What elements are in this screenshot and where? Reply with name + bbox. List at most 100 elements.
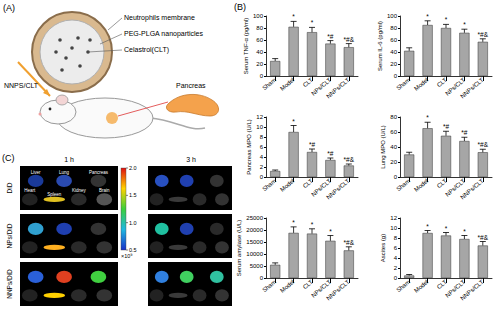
svg-text:Sham: Sham [261, 279, 277, 294]
svg-text:(A): (A) [3, 3, 15, 13]
svg-text:60: 60 [390, 129, 397, 135]
svg-text:0: 0 [260, 174, 264, 180]
svg-text:NNPs/CLT: NNPs/CLT [459, 177, 485, 200]
svg-text:NNPs/CLT: NNPs/CLT [325, 177, 351, 200]
svg-text:10000: 10000 [246, 251, 263, 257]
svg-text:CLT: CLT [302, 278, 314, 290]
svg-text:4: 4 [260, 154, 264, 160]
svg-text:*#&: *#& [344, 156, 355, 163]
svg-text:Sham: Sham [261, 178, 277, 193]
svg-text:*: * [426, 114, 429, 121]
svg-text:*#: *# [309, 141, 316, 148]
svg-text:*: * [463, 228, 466, 235]
svg-text:40: 40 [256, 49, 263, 55]
svg-text:Serum amylase (U/L): Serum amylase (U/L) [236, 220, 242, 277]
svg-text:Model: Model [279, 77, 295, 92]
svg-text:*: * [311, 221, 314, 228]
svg-text:Spleen: Spleen [47, 192, 62, 197]
svg-text:NNPS/CLT: NNPS/CLT [4, 82, 39, 89]
svg-text:CLT: CLT [436, 76, 448, 88]
svg-text:1.0: 1.0 [129, 220, 137, 226]
svg-text:CLT: CLT [436, 278, 448, 290]
svg-text:Model: Model [279, 279, 295, 294]
svg-text:2: 2 [260, 164, 264, 170]
svg-text:80: 80 [256, 25, 263, 31]
svg-text:*#: *# [443, 123, 450, 130]
svg-text:80: 80 [390, 114, 397, 120]
svg-text:Lung: Lung [59, 170, 70, 175]
svg-text:25000: 25000 [246, 215, 263, 221]
svg-text:Neutrophils membrane: Neutrophils membrane [124, 14, 195, 22]
svg-text:Model: Model [413, 178, 429, 193]
svg-text:*: * [445, 225, 448, 232]
svg-text:Sham: Sham [395, 279, 411, 294]
svg-text:6: 6 [394, 245, 398, 251]
svg-text:0: 0 [394, 275, 398, 281]
svg-text:20000: 20000 [246, 227, 263, 233]
svg-text:Celastrol(CLT): Celastrol(CLT) [124, 46, 169, 54]
svg-text:*#&: *#& [344, 36, 355, 43]
svg-text:*#&: *#& [478, 141, 489, 148]
svg-text:(C): (C) [2, 153, 15, 163]
svg-text:Pancreas MPO (U/L): Pancreas MPO (U/L) [246, 119, 252, 175]
svg-text:CLT: CLT [302, 76, 314, 88]
svg-text:Brain: Brain [99, 188, 110, 193]
svg-text:NNPs/CLT: NNPs/CLT [459, 278, 485, 301]
svg-text:(B): (B) [234, 2, 246, 12]
svg-text:8: 8 [260, 134, 264, 140]
svg-text:80: 80 [390, 25, 397, 31]
svg-text:*: * [329, 228, 332, 235]
svg-text:NNPs/CLT: NNPs/CLT [459, 76, 485, 99]
svg-text:1 h: 1 h [64, 156, 74, 163]
svg-text:20: 20 [390, 159, 397, 165]
svg-text:15000: 15000 [246, 239, 263, 245]
svg-text:60: 60 [390, 37, 397, 43]
svg-text:0: 0 [394, 73, 398, 79]
svg-text:CLT: CLT [302, 177, 314, 189]
svg-text:NNPs/CLT: NNPs/CLT [325, 76, 351, 99]
svg-text:*#&: *#& [344, 239, 355, 246]
svg-text:2: 2 [394, 265, 398, 271]
svg-text:*: * [311, 19, 314, 26]
svg-text:*: * [292, 219, 295, 226]
svg-text:*: * [292, 118, 295, 125]
svg-text:4: 4 [394, 255, 398, 261]
svg-text:Sham: Sham [395, 178, 411, 193]
svg-text:*: * [445, 16, 448, 23]
svg-text:Kidney: Kidney [72, 188, 87, 193]
svg-text:Model: Model [279, 178, 295, 193]
svg-text:Lung MPO (U/L): Lung MPO (U/L) [380, 125, 386, 169]
svg-text:Model: Model [413, 279, 429, 294]
svg-text:Sham: Sham [395, 77, 411, 92]
svg-text:40: 40 [390, 144, 397, 150]
svg-text:10: 10 [256, 124, 263, 130]
svg-text:*#: *# [461, 129, 468, 136]
svg-text:*: * [463, 21, 466, 28]
svg-text:10: 10 [390, 225, 397, 231]
svg-text:1.5: 1.5 [129, 192, 137, 198]
svg-text:100: 100 [387, 13, 398, 19]
svg-text:×10⁹: ×10⁹ [121, 253, 133, 259]
svg-text:40: 40 [390, 49, 397, 55]
svg-text:12: 12 [256, 114, 263, 120]
svg-text:*#&: *#& [478, 234, 489, 241]
svg-text:*: * [426, 13, 429, 20]
svg-text:NNPs/CLT: NNPs/CLT [325, 278, 351, 301]
svg-text:Model: Model [413, 77, 429, 92]
svg-text:Sham: Sham [261, 77, 277, 92]
svg-text:0: 0 [260, 275, 264, 281]
svg-text:NNPs/DiD: NNPs/DiD [6, 269, 13, 299]
svg-text:Serum IL-6 (pg/ml): Serum IL-6 (pg/ml) [377, 21, 383, 71]
svg-text:*#: *# [327, 150, 334, 157]
svg-text:DiD: DiD [6, 182, 13, 193]
svg-text:*#&: *#& [478, 31, 489, 38]
svg-text:Pancreas: Pancreas [176, 82, 206, 89]
svg-text:CLT: CLT [436, 177, 448, 189]
svg-text:5000: 5000 [250, 263, 264, 269]
svg-text:*#: *# [327, 33, 334, 40]
svg-text:Ascites (g): Ascites (g) [380, 234, 386, 262]
svg-text:6: 6 [260, 144, 264, 150]
svg-text:Pancreas: Pancreas [89, 170, 109, 175]
svg-text:12: 12 [390, 215, 397, 221]
svg-text:NPs/DiD: NPs/DiD [6, 223, 13, 248]
